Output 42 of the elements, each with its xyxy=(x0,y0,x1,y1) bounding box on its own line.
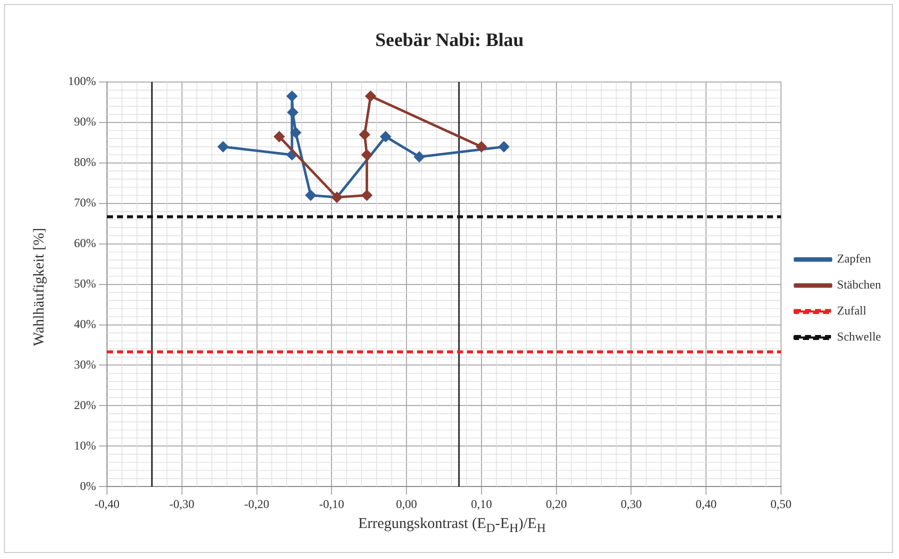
x-tick-label: 0,20 xyxy=(546,496,567,511)
point xyxy=(365,90,376,102)
point xyxy=(287,106,298,118)
legend-label: Zapfen xyxy=(837,252,871,266)
x-axis-title: Erregungskontrast (E$_{D}$-E$_{H}$)/E$_{H}$ xyxy=(357,516,547,536)
y-tick-label: 80% xyxy=(74,155,96,170)
y-tick-label: 100% xyxy=(68,74,96,88)
y-tick-label: 70% xyxy=(74,196,96,210)
x-tick-label: 0,30 xyxy=(620,496,642,511)
point xyxy=(218,141,229,152)
point xyxy=(380,131,392,142)
y-axis-title: Wahlhäufigkeit [%] xyxy=(32,228,48,346)
y-tick-label: 30% xyxy=(74,357,96,372)
y-tick-label: 0% xyxy=(80,478,96,493)
y-tick-label: 50% xyxy=(74,276,96,290)
point xyxy=(361,149,372,160)
point xyxy=(290,127,302,138)
point xyxy=(305,190,316,201)
x-tick-label: 0,10 xyxy=(470,496,492,511)
point xyxy=(414,151,425,162)
point xyxy=(476,141,487,152)
x-tick-label: -0,30 xyxy=(169,496,194,511)
legend-label: Zufall xyxy=(837,304,867,318)
point xyxy=(498,141,510,152)
x-tick-label: 0,00 xyxy=(396,496,418,511)
y-tick-label: 20% xyxy=(74,398,96,412)
x-tick-label: 0,50 xyxy=(770,496,792,511)
y-tick-label: 60% xyxy=(74,236,96,250)
x-tick-label: -0,20 xyxy=(244,496,270,511)
y-tick-label: 10% xyxy=(74,438,96,452)
x-tick-label: -0,10 xyxy=(319,496,344,511)
x-tick-label: 0,40 xyxy=(696,496,717,511)
point xyxy=(274,131,285,142)
y-tick-label: 90% xyxy=(74,114,96,129)
point xyxy=(286,90,298,102)
y-tick-label: 40% xyxy=(74,316,96,331)
x-tick-label: -0,40 xyxy=(94,496,120,511)
point xyxy=(359,129,370,140)
point xyxy=(361,190,372,201)
legend-label: Schwelle xyxy=(837,330,882,344)
legend-label: Stäbchen xyxy=(837,278,882,292)
chart-title: Seebär Nabi: Blau xyxy=(374,30,525,52)
